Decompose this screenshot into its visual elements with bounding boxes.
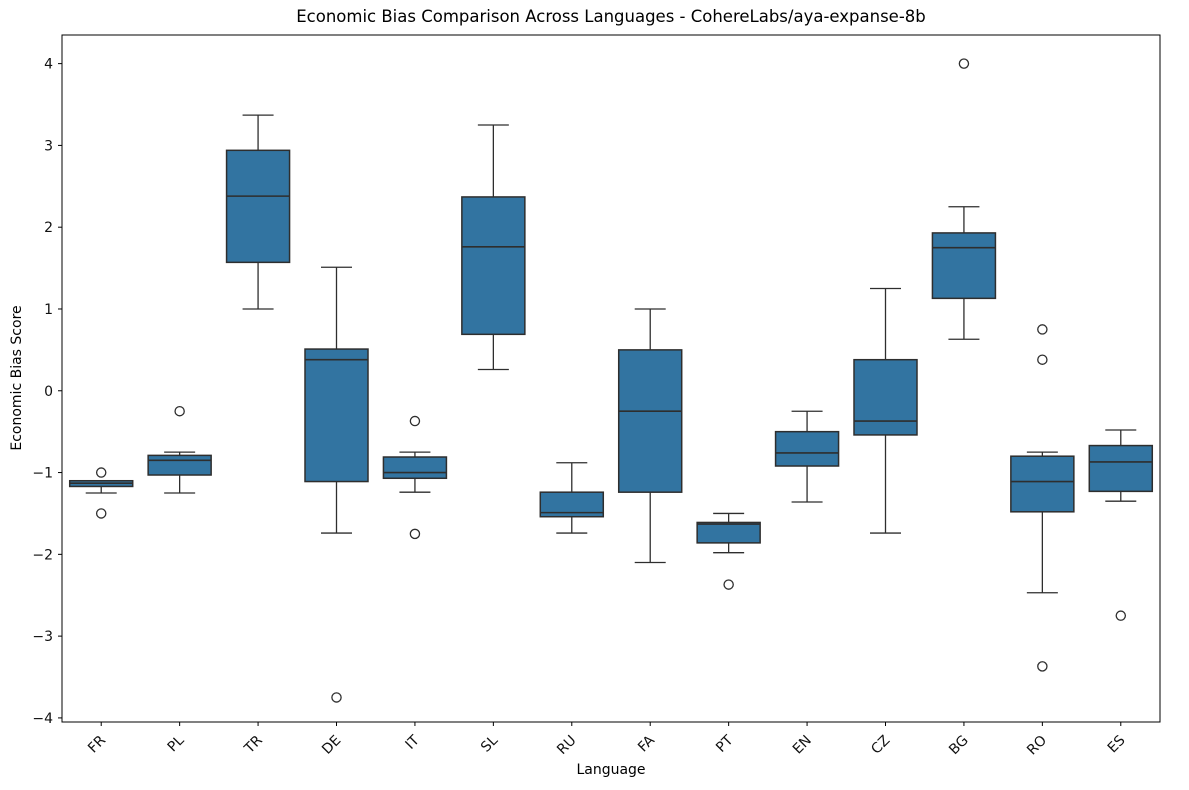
x-tick-label: IT [402, 732, 423, 753]
outlier-point [1037, 354, 1048, 365]
box-group-IT [382, 415, 448, 540]
outlier-point [409, 415, 421, 427]
y-tick-label: 0 [44, 384, 53, 400]
x-tick-label: RO [1024, 733, 1050, 759]
box-group-ES [1088, 429, 1154, 621]
x-tick-label: BG [946, 733, 972, 759]
y-tick-label: 2 [44, 220, 53, 236]
box-group-EN [774, 410, 840, 503]
outlier-point [1037, 661, 1048, 672]
y-tick-label: −3 [32, 629, 53, 645]
x-tick-label: CZ [868, 733, 893, 758]
x-tick-label: SL [478, 732, 501, 755]
y-tick-label: −2 [32, 547, 53, 563]
x-axis-label: Language [576, 762, 646, 778]
y-tick-label: 4 [44, 57, 53, 73]
iqr-box [304, 348, 369, 483]
outlier-point [958, 58, 970, 69]
outlier-point [331, 692, 342, 703]
box-group-RO [1010, 324, 1075, 672]
box-group-PT [696, 512, 761, 590]
iqr-box [696, 521, 761, 544]
box-group-CZ [853, 287, 918, 534]
iqr-box [774, 430, 840, 467]
x-tick-label: TR [241, 732, 266, 757]
outlier-point [1115, 610, 1127, 621]
outlier-point [723, 579, 734, 590]
iqr-box [617, 349, 683, 493]
box-group-BG [931, 58, 997, 340]
box-group-FR [68, 467, 134, 519]
outlier-point [174, 405, 185, 417]
box-group-FA [617, 308, 683, 564]
x-tick-label: RU [554, 733, 579, 758]
outlier-point [95, 508, 107, 519]
iqr-box [461, 196, 526, 336]
outlier-point [1037, 324, 1048, 335]
iqr-box [225, 149, 291, 264]
x-tick-label: DE [319, 733, 344, 758]
box-group-DE [304, 266, 369, 703]
box-group-RU [539, 462, 605, 534]
x-tick-label: ES [1105, 732, 1129, 756]
x-tick-label: FA [635, 732, 658, 755]
y-tick-label: −1 [32, 466, 53, 482]
iqr-box [382, 456, 448, 480]
box-group-TR [225, 114, 291, 310]
iqr-box [931, 232, 997, 300]
y-tick-label: −4 [32, 711, 53, 727]
y-tick-label: 3 [44, 138, 53, 154]
iqr-box [853, 358, 918, 436]
y-tick-label: 1 [44, 302, 53, 318]
iqr-box [147, 454, 212, 476]
box-group-PL [147, 405, 212, 494]
chart-title: Economic Bias Comparison Across Language… [296, 7, 926, 26]
x-tick-label: PL [165, 732, 188, 755]
box-group-SL [461, 124, 526, 371]
x-tick-label: PT [713, 732, 737, 756]
x-tick-label: EN [790, 733, 815, 758]
outlier-point [95, 467, 107, 478]
x-tick-label: FR [85, 732, 109, 756]
outlier-point [409, 528, 421, 540]
iqr-box [1010, 455, 1075, 513]
axes-frame [61, 34, 1161, 723]
iqr-box [1088, 444, 1154, 493]
